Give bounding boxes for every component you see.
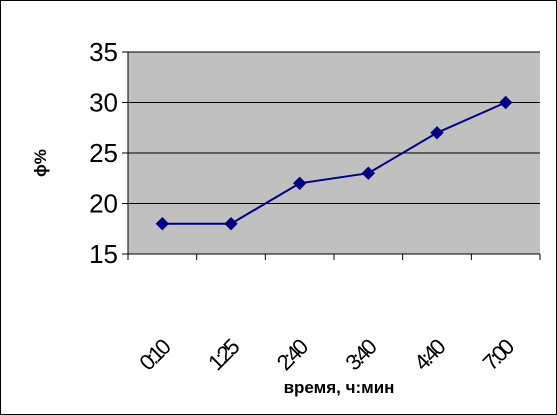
data-point — [155, 216, 170, 231]
x-axis-ticks: 0:10 1:25 2:40 3:40 4:40 7:00 — [127, 254, 541, 375]
data-point — [292, 176, 307, 191]
y-tick-label: 20 — [89, 189, 118, 219]
data-point — [498, 95, 513, 110]
data-point — [361, 166, 376, 180]
x-axis-title: время, ч:мин — [284, 378, 395, 397]
x-tick-label: 4:40 — [409, 334, 450, 375]
data-point — [224, 216, 238, 231]
series-line — [162, 101, 507, 225]
y-axis-ticks: 15 20 25 30 35 — [89, 37, 128, 269]
x-tick-label: 7:00 — [478, 334, 519, 375]
grid-lines — [128, 51, 540, 204]
x-tick-label: 3:40 — [340, 334, 381, 375]
y-axis-title: ϕ% — [31, 149, 50, 177]
x-tick-label: 2:40 — [272, 334, 313, 375]
series-group — [155, 95, 513, 231]
x-tick-label: 0:10 — [134, 334, 175, 375]
y-tick-label: 35 — [89, 37, 118, 67]
y-tick-label: 30 — [89, 88, 118, 118]
data-point — [430, 126, 444, 140]
y-tick-label: 15 — [89, 239, 118, 269]
y-tick-label: 25 — [89, 138, 118, 168]
x-tick-label: 1:25 — [203, 334, 244, 375]
